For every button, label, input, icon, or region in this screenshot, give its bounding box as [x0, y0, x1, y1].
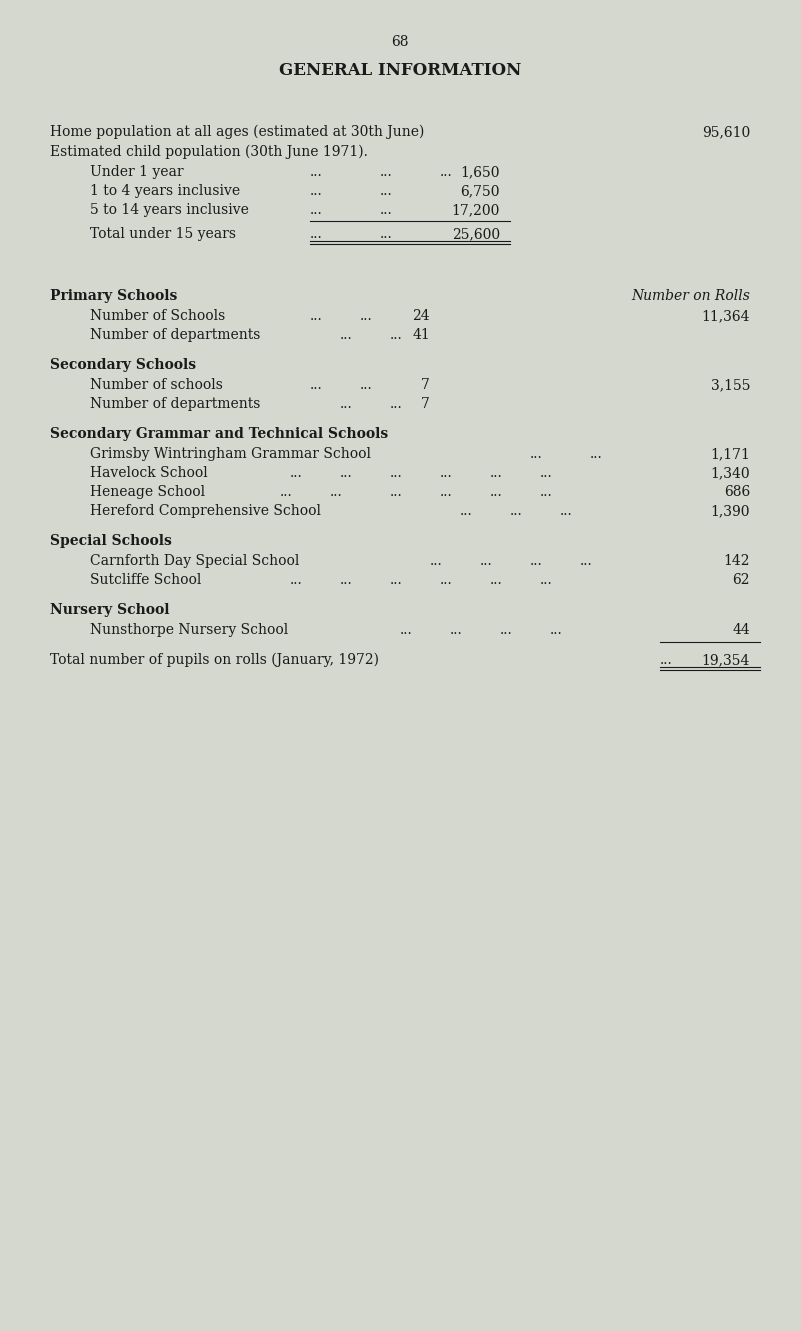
Text: 17,200: 17,200 [452, 204, 500, 217]
Text: 44: 44 [732, 623, 750, 638]
Text: ...: ... [540, 484, 553, 499]
Text: Total number of pupils on rolls (January, 1972): Total number of pupils on rolls (January… [50, 654, 379, 667]
Text: 62: 62 [732, 574, 750, 587]
Text: 1,340: 1,340 [710, 466, 750, 480]
Text: ...: ... [390, 484, 403, 499]
Text: ...: ... [340, 327, 352, 342]
Text: Havelock School: Havelock School [90, 466, 207, 480]
Text: 19,354: 19,354 [702, 654, 750, 667]
Text: Number of schools: Number of schools [90, 378, 223, 393]
Text: 41: 41 [413, 327, 430, 342]
Text: ...: ... [360, 309, 372, 323]
Text: ...: ... [340, 397, 352, 411]
Text: Primary Schools: Primary Schools [50, 289, 177, 303]
Text: 25,600: 25,600 [452, 228, 500, 241]
Text: Carnforth Day Special School: Carnforth Day Special School [90, 554, 300, 568]
Text: Nunsthorpe Nursery School: Nunsthorpe Nursery School [90, 623, 288, 638]
Text: ...: ... [400, 623, 413, 638]
Text: 24: 24 [413, 309, 430, 323]
Text: ...: ... [290, 466, 303, 480]
Text: Hereford Comprehensive School: Hereford Comprehensive School [90, 504, 321, 518]
Text: Heneage School: Heneage School [90, 484, 205, 499]
Text: Under 1 year: Under 1 year [90, 165, 183, 178]
Text: ...: ... [360, 378, 372, 393]
Text: ...: ... [310, 309, 323, 323]
Text: ...: ... [440, 574, 453, 587]
Text: ...: ... [390, 466, 403, 480]
Text: ...: ... [480, 554, 493, 568]
Text: ...: ... [390, 327, 403, 342]
Text: ...: ... [490, 466, 503, 480]
Text: ...: ... [440, 466, 453, 480]
Text: ...: ... [530, 447, 543, 461]
Text: ...: ... [380, 228, 392, 241]
Text: 7: 7 [421, 378, 430, 393]
Text: 1,650: 1,650 [461, 165, 500, 178]
Text: ...: ... [450, 623, 463, 638]
Text: 7: 7 [421, 397, 430, 411]
Text: 142: 142 [723, 554, 750, 568]
Text: ...: ... [500, 623, 513, 638]
Text: ...: ... [560, 504, 573, 518]
Text: ...: ... [310, 228, 323, 241]
Text: Secondary Grammar and Technical Schools: Secondary Grammar and Technical Schools [50, 427, 388, 441]
Text: 1,390: 1,390 [710, 504, 750, 518]
Text: ...: ... [540, 574, 553, 587]
Text: ...: ... [530, 554, 543, 568]
Text: Secondary Schools: Secondary Schools [50, 358, 196, 371]
Text: ...: ... [440, 165, 453, 178]
Text: Grimsby Wintringham Grammar School: Grimsby Wintringham Grammar School [90, 447, 371, 461]
Text: ...: ... [280, 484, 292, 499]
Text: Total under 15 years: Total under 15 years [90, 228, 236, 241]
Text: ...: ... [440, 484, 453, 499]
Text: ...: ... [380, 165, 392, 178]
Text: ...: ... [490, 484, 503, 499]
Text: ...: ... [380, 184, 392, 198]
Text: Special Schools: Special Schools [50, 534, 172, 548]
Text: ...: ... [310, 184, 323, 198]
Text: 6,750: 6,750 [461, 184, 500, 198]
Text: ...: ... [390, 574, 403, 587]
Text: Number of Schools: Number of Schools [90, 309, 225, 323]
Text: ...: ... [380, 204, 392, 217]
Text: ...: ... [460, 504, 473, 518]
Text: Number on Rolls: Number on Rolls [631, 289, 750, 303]
Text: Home population at all ages (estimated at 30th June): Home population at all ages (estimated a… [50, 125, 425, 140]
Text: ...: ... [660, 654, 673, 667]
Text: 686: 686 [724, 484, 750, 499]
Text: Sutcliffe School: Sutcliffe School [90, 574, 201, 587]
Text: 11,364: 11,364 [702, 309, 750, 323]
Text: 1 to 4 years inclusive: 1 to 4 years inclusive [90, 184, 240, 198]
Text: ...: ... [550, 623, 563, 638]
Text: ...: ... [540, 466, 553, 480]
Text: ...: ... [310, 204, 323, 217]
Text: ...: ... [510, 504, 523, 518]
Text: ...: ... [590, 447, 602, 461]
Text: ...: ... [310, 378, 323, 393]
Text: Nursery School: Nursery School [50, 603, 170, 618]
Text: ...: ... [490, 574, 503, 587]
Text: 3,155: 3,155 [710, 378, 750, 393]
Text: Estimated child population (30th June 1971).: Estimated child population (30th June 19… [50, 145, 368, 160]
Text: ...: ... [340, 574, 352, 587]
Text: 68: 68 [391, 35, 409, 49]
Text: 95,610: 95,610 [702, 125, 750, 138]
Text: ...: ... [580, 554, 593, 568]
Text: ...: ... [310, 165, 323, 178]
Text: ...: ... [430, 554, 443, 568]
Text: ...: ... [340, 466, 352, 480]
Text: ...: ... [290, 574, 303, 587]
Text: ...: ... [390, 397, 403, 411]
Text: GENERAL INFORMATION: GENERAL INFORMATION [279, 63, 521, 79]
Text: 5 to 14 years inclusive: 5 to 14 years inclusive [90, 204, 249, 217]
Text: Number of departments: Number of departments [90, 397, 260, 411]
Text: 1,171: 1,171 [710, 447, 750, 461]
Text: ...: ... [330, 484, 343, 499]
Text: Number of departments: Number of departments [90, 327, 260, 342]
